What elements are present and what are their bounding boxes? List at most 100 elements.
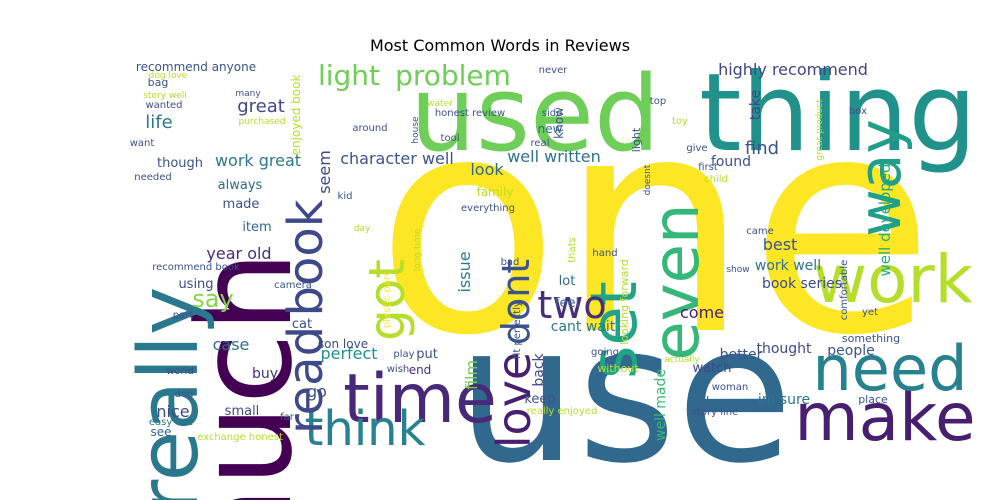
chart-title: Most Common Words in Reviews	[369, 36, 631, 55]
word-light: light	[318, 59, 380, 92]
word-life: life	[145, 112, 172, 133]
word-people: people	[827, 343, 874, 359]
word-make: make	[794, 379, 975, 456]
word-recommend-book: recommend book	[152, 262, 240, 273]
word-real: real	[531, 138, 550, 149]
word-really-enjoyed: really enjoyed	[527, 406, 598, 417]
word-well-made: well made	[653, 369, 669, 441]
word-side: side	[542, 108, 563, 119]
word-story-well: story well	[143, 91, 187, 101]
word-issue: issue	[455, 251, 474, 292]
word-put: put	[416, 347, 438, 362]
word-film: film	[462, 360, 481, 390]
word-come: come	[680, 303, 724, 322]
word-much: much	[169, 251, 321, 500]
word-enjoyed-book: enjoyed book	[289, 75, 303, 156]
word-go: go	[307, 382, 327, 401]
word-buy: buy	[252, 366, 278, 382]
word-kid: kid	[338, 191, 353, 202]
word-really: really	[122, 287, 217, 500]
word-character-well: character well	[340, 149, 454, 168]
word-year-old: year old	[206, 244, 271, 263]
word-give: give	[686, 143, 707, 154]
word-new: new	[538, 122, 563, 136]
word-never: never	[539, 65, 569, 76]
word-keep: keep	[524, 392, 555, 407]
word-two: two	[537, 283, 606, 327]
word-going: going	[591, 347, 619, 358]
word-work-well: work well	[755, 258, 821, 274]
word-always: always	[218, 178, 263, 193]
word-without: without	[597, 362, 639, 375]
word-comfortable: comfortable	[839, 260, 850, 320]
word-still: still	[687, 395, 710, 410]
word-dont: dont	[494, 259, 538, 345]
word-seem: seem	[315, 150, 334, 194]
word-recommend-anyone: recommend anyone	[136, 60, 256, 74]
word-doesnt: doesnt	[643, 164, 653, 195]
word-made: made	[223, 197, 260, 212]
word-best: best	[763, 235, 798, 254]
word-im-sure: im sure	[758, 392, 810, 408]
word-book: book	[278, 199, 334, 316]
word-play: play	[393, 349, 414, 360]
word-read: read	[278, 326, 334, 434]
word-dog-love: dog love	[149, 71, 188, 81]
word-think: think	[305, 401, 426, 457]
word-box: box	[849, 106, 867, 117]
word-light: light	[630, 127, 643, 152]
word-son-love: son love	[318, 337, 368, 351]
word-say: say	[192, 285, 233, 313]
word-honest-review: honest review	[435, 108, 505, 119]
word-thought: thought	[756, 341, 812, 357]
word-part: part	[173, 310, 194, 321]
word-better: better	[720, 347, 763, 363]
word-work-great: work great	[215, 151, 301, 170]
word-love: love	[487, 352, 541, 448]
word-story-line: story line	[692, 407, 739, 418]
word-toy: toy	[672, 116, 688, 127]
word-cant-wait: cant wait	[551, 319, 616, 335]
word-small: small	[225, 404, 260, 419]
word-far: far	[280, 412, 295, 423]
word-hand: hand	[592, 248, 617, 259]
word-work: work	[813, 241, 973, 318]
word-came: came	[746, 226, 774, 237]
word-great-product: great product	[815, 99, 825, 161]
word-take: take	[748, 90, 764, 120]
word-actually: actually	[664, 355, 700, 365]
word-water: water	[427, 99, 453, 109]
word-woman: woman	[712, 382, 749, 393]
word-need: need	[813, 332, 968, 405]
word-used: used	[410, 53, 660, 175]
word-item: item	[242, 220, 271, 235]
word-perfect: perfect	[320, 344, 377, 363]
word-plastic-part: plastic part	[382, 272, 393, 328]
word-find: find	[745, 138, 779, 159]
word-great: great	[237, 96, 285, 117]
word-nice: nice	[156, 402, 189, 421]
word-many: many	[235, 89, 261, 99]
word-family: family	[476, 185, 513, 199]
word-bad: bad	[501, 257, 520, 268]
word-something: something	[842, 332, 900, 345]
word-bag: bag	[148, 76, 169, 89]
word-around: around	[352, 123, 387, 134]
word-cat: cat	[292, 317, 312, 332]
word-show: show	[726, 265, 749, 275]
word-though: though	[157, 156, 203, 171]
word-got: got	[358, 259, 416, 341]
word-set: set	[578, 281, 652, 379]
word-camera: camera	[274, 280, 312, 291]
word-back: back	[531, 352, 547, 386]
word-dog: dog	[175, 389, 194, 400]
word-exchange-honest: exchange honest	[197, 432, 283, 443]
word-book-series: book series	[762, 276, 842, 292]
word-even: even	[640, 203, 714, 360]
word-everything: everything	[461, 203, 515, 214]
word-long-time: long time	[413, 228, 423, 271]
word-way: way	[846, 119, 914, 236]
word-easy-use: easy use	[149, 417, 193, 428]
